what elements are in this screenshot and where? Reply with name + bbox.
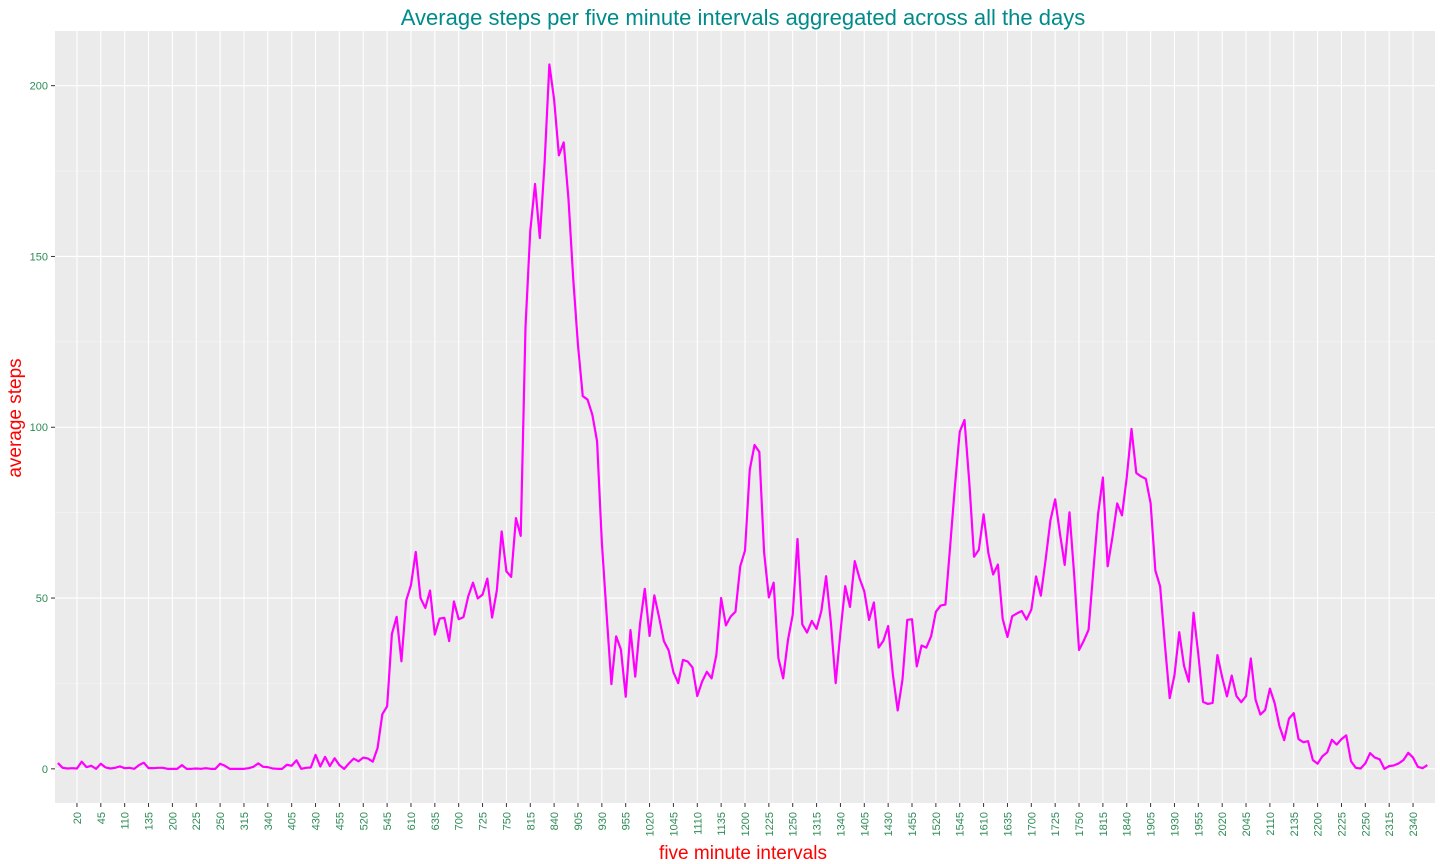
- x-tick-label: 2340: [1408, 812, 1420, 836]
- y-tick-label: 50: [36, 593, 48, 605]
- x-tick-label: 110: [120, 812, 132, 830]
- x-tick-label: 955: [621, 812, 633, 830]
- x-tick-label: 200: [167, 812, 179, 830]
- x-tick-label: 1340: [835, 812, 847, 836]
- x-tick-label: 1635: [1002, 812, 1014, 836]
- x-tick-label: 405: [287, 812, 299, 830]
- x-tick-label: 1455: [907, 812, 919, 836]
- y-tick-label: 200: [30, 81, 48, 93]
- x-tick-label: 1520: [931, 812, 943, 836]
- x-tick-label: 2110: [1265, 812, 1277, 836]
- x-tick-label: 1545: [955, 812, 967, 836]
- x-tick-label: 1700: [1026, 812, 1038, 836]
- x-tick-label: 725: [478, 812, 490, 830]
- x-tick-label: 45: [96, 812, 108, 824]
- x-tick-label: 340: [263, 812, 275, 830]
- x-tick-label: 1020: [645, 812, 657, 836]
- chart-title: Average steps per five minute intervals …: [401, 5, 1085, 30]
- x-tick-label: 1750: [1074, 812, 1086, 836]
- x-tick-label: 2020: [1217, 812, 1229, 836]
- x-tick-label: 2315: [1384, 812, 1396, 836]
- x-tick-label: 2225: [1336, 812, 1348, 836]
- x-tick-label: 225: [191, 812, 203, 830]
- x-tick-label: 1200: [740, 812, 752, 836]
- x-tick-label: 455: [334, 812, 346, 830]
- x-tick-label: 1430: [883, 812, 895, 836]
- x-tick-label: 1815: [1098, 812, 1110, 836]
- x-tick-label: 250: [215, 812, 227, 830]
- x-tick-label: 1905: [1146, 812, 1158, 836]
- series-line-average-steps: [57, 63, 1428, 770]
- y-axis-title: average steps: [5, 358, 26, 477]
- x-tick-label: 2200: [1313, 812, 1325, 836]
- x-tick-label: 1250: [788, 812, 800, 836]
- x-tick-label: 1725: [1050, 812, 1062, 836]
- x-tick-label: 520: [358, 812, 370, 830]
- x-tick-label: 1315: [812, 812, 824, 836]
- x-axis-title: five minute intervals: [659, 843, 827, 864]
- x-tick-label: 430: [311, 812, 323, 830]
- x-tick-label: 1840: [1122, 812, 1134, 836]
- x-tick-label: 545: [382, 812, 394, 830]
- y-axis: 0 50 100 150 200: [30, 81, 55, 776]
- x-tick-label: 1110: [692, 812, 704, 835]
- x-tick-label: 610: [406, 812, 418, 830]
- x-tick-label: 2135: [1289, 812, 1301, 836]
- x-tick-label: 135: [144, 812, 156, 830]
- x-tick-label: 1225: [764, 812, 776, 836]
- x-tick-label: 1405: [859, 812, 871, 836]
- x-tick-label: 700: [454, 812, 466, 830]
- x-tick-label: 840: [549, 812, 561, 830]
- x-tick-label: 930: [597, 812, 609, 830]
- x-tick-label: 905: [573, 812, 585, 830]
- x-tick-label: 750: [501, 812, 513, 830]
- x-tick-label: 815: [525, 812, 537, 830]
- x-tick-label: 20: [72, 812, 84, 824]
- x-tick-label: 1135: [716, 812, 728, 836]
- x-tick-label: 1610: [979, 812, 991, 836]
- x-tick-label: 2045: [1241, 812, 1253, 836]
- x-tick-label: 1955: [1193, 812, 1205, 836]
- y-tick-label: 0: [42, 764, 48, 776]
- y-tick-label: 100: [30, 422, 48, 434]
- x-axis: 20 45 110 135 200 225 250 315 340 405 430 455 520 545…: [72, 803, 1420, 836]
- x-tick-label: 315: [239, 812, 251, 830]
- x-tick-label: 1930: [1169, 812, 1181, 836]
- x-tick-label: 635: [430, 812, 442, 830]
- x-tick-label: 1045: [668, 812, 680, 836]
- y-tick-label: 150: [30, 251, 48, 263]
- x-tick-label: 2250: [1360, 812, 1372, 836]
